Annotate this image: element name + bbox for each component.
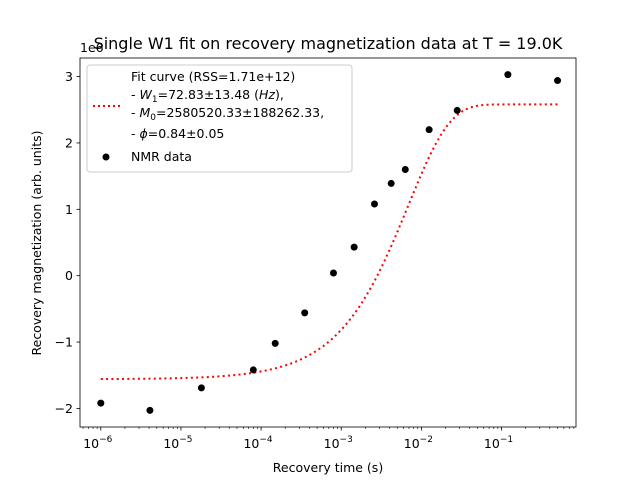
x-tick-label: 10−4 [243,435,272,451]
data-point [97,399,105,407]
x-axis-label: Recovery time (s) [273,460,383,475]
data-point [329,269,337,277]
x-tick-label: 10−3 [324,435,353,451]
y-tick-label: 0 [65,268,73,283]
data-point [271,339,279,347]
legend-box [86,64,353,173]
data-point [249,366,257,374]
fit-curve-layer [100,103,558,381]
x-tick-label: 10−2 [404,435,433,451]
x-tick-label: 10−5 [163,435,192,451]
data-point [301,309,309,317]
legend-fit-line1: Fit curve (RSS=1.71e+12) [131,69,295,84]
y-tick-label: 3 [65,69,73,84]
fit-curve-line [100,103,558,381]
legend-fit-line2: - W1=72.83±13.48 (Hz), [131,87,284,105]
data-point [425,126,433,134]
legend-data-label: NMR data [131,149,192,164]
y-tick-label: −1 [55,335,73,350]
chart-title: Single W1 fit on recovery magnetization … [94,34,563,53]
data-point [401,166,409,173]
y-tick-label: 1 [65,202,73,217]
data-point [387,179,395,187]
data-point [350,243,358,251]
x-tick-label: 10−6 [83,435,112,451]
legend-fit-line3: - M0=2580520.33±188262.33, [131,105,324,123]
y-axis-label: Recovery magnetization (arb. units) [29,131,44,356]
data-point [453,106,461,114]
legend: Fit curve (RSS=1.71e+12) - W1=72.83±13.4… [86,64,353,173]
data-point [554,77,562,85]
plot-frame [79,57,577,428]
data-point [197,384,205,392]
x-axis: 10−6 10−5 10−4 10−3 10−2 10−1 [82,427,575,451]
data-point [146,406,154,414]
data-points-layer [97,71,562,414]
legend-data-marker [102,153,110,161]
x-tick-label: 10−1 [484,435,513,451]
y-tick-label: 2 [65,135,73,150]
data-point [504,71,512,79]
y-offset-text: 1e6 [80,40,104,55]
y-tick-label: −2 [55,401,73,416]
legend-fit-line4: - ϕ=0.84±0.05 [131,126,224,141]
y-axis: −2 −1 0 1 2 3 [55,69,80,416]
data-point [370,200,378,208]
